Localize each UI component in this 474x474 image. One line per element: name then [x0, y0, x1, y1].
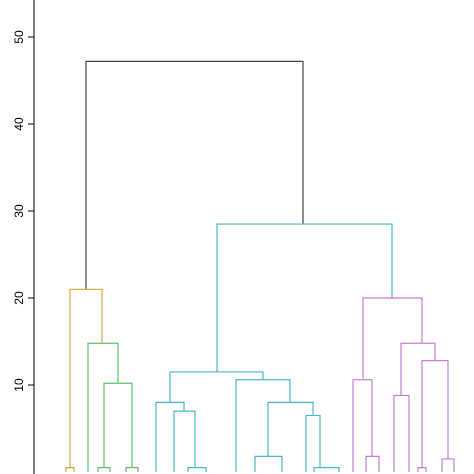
dendrogram-link-purple-top [362, 297, 423, 380]
y-tick-label-30: 30 [12, 204, 26, 218]
dendrogram-link-cyan-right [235, 379, 291, 472]
dendrogram-link-cyan-left [155, 401, 185, 472]
y-tick-label-20: 20 [12, 291, 26, 305]
dendrogram-link-cyan-right-sub [267, 401, 314, 457]
dendrogram-link-main [85, 60, 304, 290]
dendrogram-link-green-top [87, 342, 119, 472]
y-tick-label-10: 10 [12, 378, 26, 392]
dendrogram-link-cyan-purple [216, 223, 393, 372]
dendrogram-link-green-leaf-b [125, 467, 139, 472]
dendrogram-link-green-leaf-a [97, 467, 111, 472]
dendrogram-link-purple-left [352, 379, 373, 472]
dendrogram-link-cyan-right-sub-a [254, 455, 283, 472]
y-tick-label-40: 40 [12, 117, 26, 131]
dendrogram-link-cyan-top [169, 371, 264, 403]
dendrogram-link-purple-right-b1 [417, 467, 427, 472]
dendrogram-link-green-mid [103, 382, 133, 468]
dendrogram-link-purple-right-b2 [441, 458, 455, 472]
dendrogram-links [65, 60, 455, 472]
dendrogram-link-purple-right-a [393, 394, 410, 472]
dendrogram-link-purple-left-leaf [365, 455, 380, 472]
dendrogram-link-purple-right [400, 342, 436, 396]
dendrogram-link-cyan-left-sub [173, 410, 196, 472]
dendrogram-link-orange-leaf [65, 467, 75, 472]
dendrogram-link-cyan-right-leaf [313, 467, 340, 472]
dendrogram-link-cyan-right-sub-b [305, 414, 321, 472]
dendrogram-link-orange-green [69, 288, 103, 468]
y-axis: 10 20 30 40 50 [12, 0, 35, 474]
y-tick-label-50: 50 [12, 30, 26, 44]
dendrogram-link-purple-right-b [421, 360, 449, 468]
dendrogram-link-cyan-left-leaf [187, 467, 207, 472]
